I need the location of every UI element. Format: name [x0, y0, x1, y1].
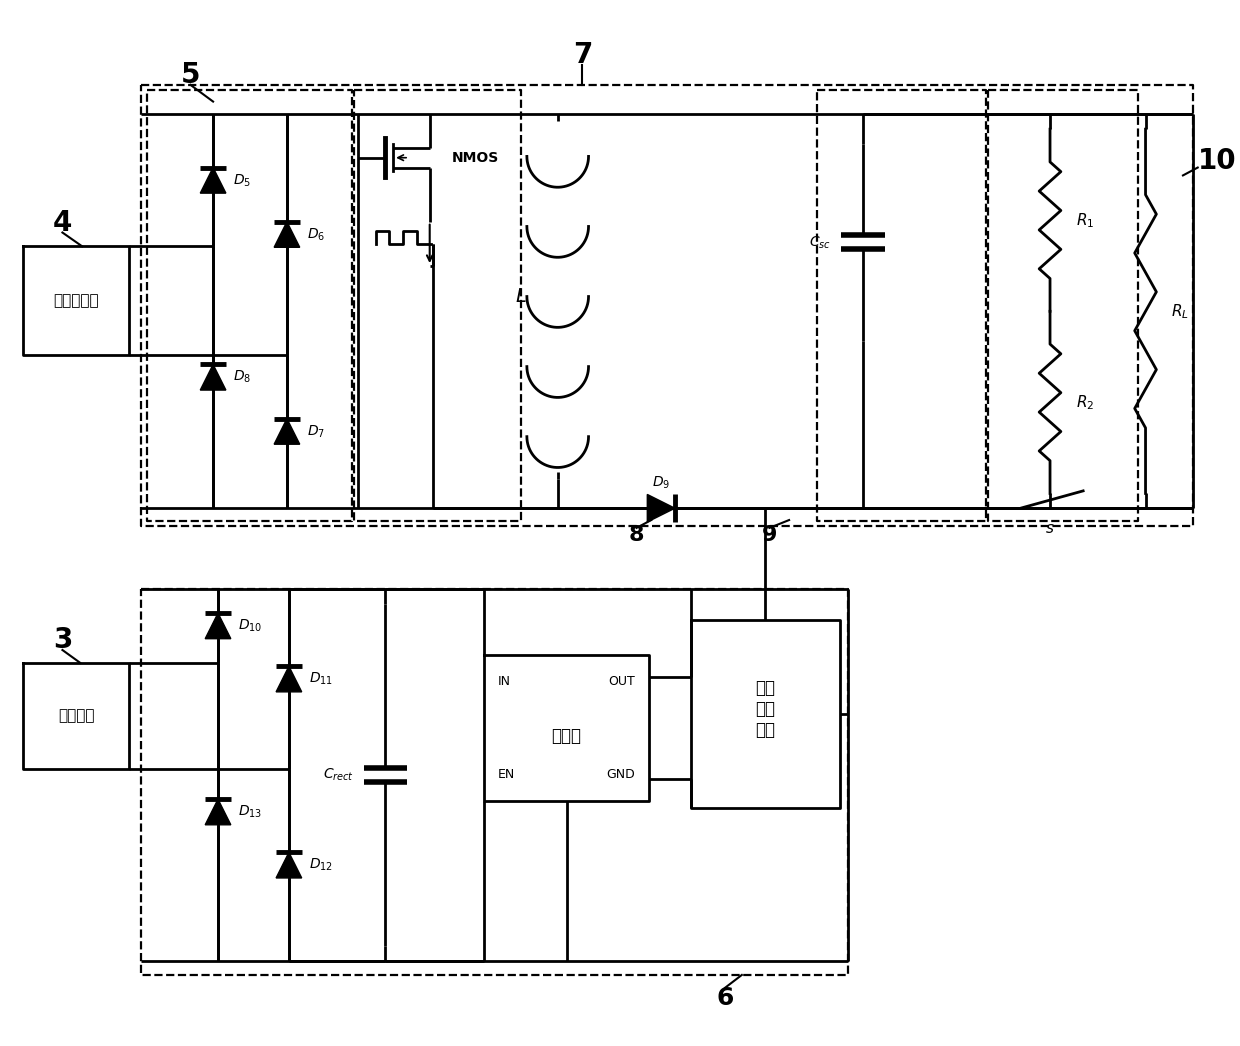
Text: 方波
发生
电路: 方波 发生 电路: [755, 679, 775, 738]
Text: EN: EN: [497, 768, 515, 781]
Text: $D_8$: $D_8$: [233, 369, 250, 386]
Text: 9: 9: [761, 525, 777, 545]
Polygon shape: [205, 613, 231, 639]
Polygon shape: [274, 418, 300, 445]
Polygon shape: [647, 495, 675, 522]
Text: 10: 10: [1198, 146, 1236, 175]
Text: $L$: $L$: [515, 288, 526, 305]
Text: 8: 8: [629, 525, 645, 545]
Text: $R_L$: $R_L$: [1171, 302, 1189, 321]
Text: 7: 7: [573, 41, 591, 69]
Text: $s$: $s$: [1045, 522, 1055, 536]
Text: 4: 4: [53, 209, 72, 236]
Text: GND: GND: [606, 768, 635, 781]
Polygon shape: [274, 222, 300, 247]
Text: $D_7$: $D_7$: [306, 424, 325, 439]
Text: $D_9$: $D_9$: [652, 474, 670, 491]
Text: $D_6$: $D_6$: [306, 226, 325, 243]
Text: 5: 5: [181, 61, 200, 89]
Text: 大部分线圈: 大部分线圈: [53, 293, 99, 308]
Text: 3: 3: [53, 627, 72, 654]
Text: OUT: OUT: [609, 675, 635, 687]
Text: $D_{13}$: $D_{13}$: [238, 803, 262, 820]
Text: 6: 6: [717, 985, 734, 1009]
Text: $R_1$: $R_1$: [1075, 211, 1094, 229]
Polygon shape: [277, 852, 301, 878]
Text: $R_2$: $R_2$: [1075, 393, 1094, 412]
Text: $D_5$: $D_5$: [233, 173, 250, 188]
Text: $D_{12}$: $D_{12}$: [309, 857, 332, 873]
Text: $D_{11}$: $D_{11}$: [309, 670, 332, 687]
Polygon shape: [277, 666, 301, 691]
Polygon shape: [205, 799, 231, 825]
Text: $C_{sc}$: $C_{sc}$: [810, 234, 832, 251]
Polygon shape: [201, 167, 226, 194]
Text: IN: IN: [497, 675, 511, 687]
Text: 稳压器: 稳压器: [552, 727, 582, 745]
Polygon shape: [201, 364, 226, 390]
Text: 少量线圈: 少量线圈: [58, 708, 94, 724]
Text: NMOS: NMOS: [451, 151, 498, 164]
Text: $D_{10}$: $D_{10}$: [238, 618, 262, 634]
Text: $C_{rect}$: $C_{rect}$: [322, 767, 353, 783]
